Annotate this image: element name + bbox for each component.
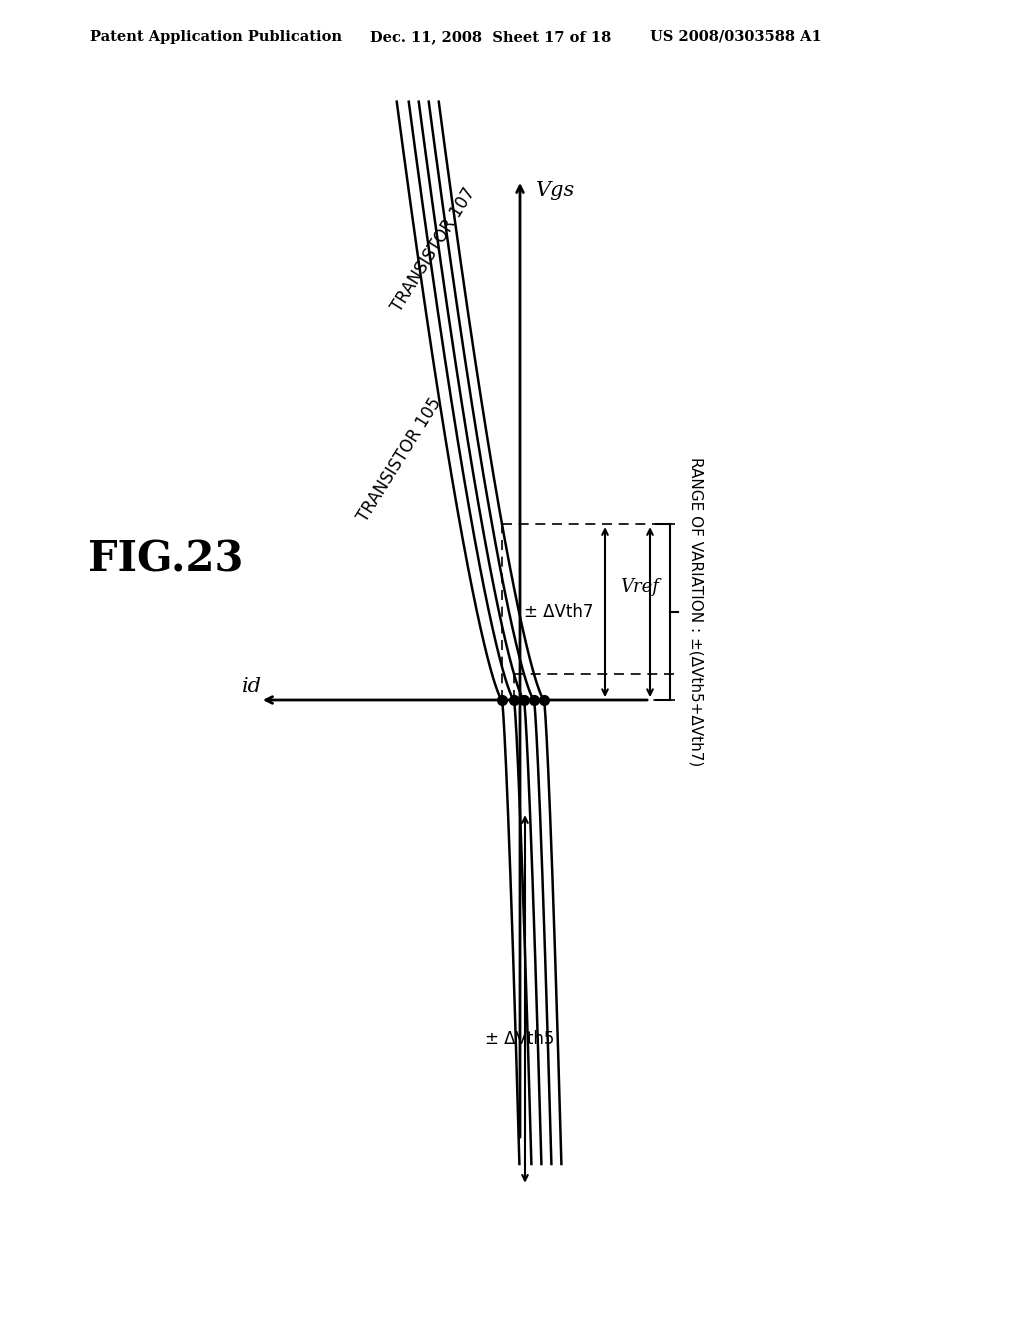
Text: RANGE OF VARIATION : ±(ΔVth5+ΔVth7): RANGE OF VARIATION : ±(ΔVth5+ΔVth7) bbox=[688, 458, 703, 767]
Text: US 2008/0303588 A1: US 2008/0303588 A1 bbox=[650, 30, 821, 44]
Text: Vref: Vref bbox=[620, 578, 658, 597]
Text: ± ΔVth7: ± ΔVth7 bbox=[523, 603, 593, 622]
Text: Dec. 11, 2008  Sheet 17 of 18: Dec. 11, 2008 Sheet 17 of 18 bbox=[370, 30, 611, 44]
Text: Patent Application Publication: Patent Application Publication bbox=[90, 30, 342, 44]
Text: FIG.23: FIG.23 bbox=[88, 539, 244, 581]
Text: id: id bbox=[242, 676, 262, 696]
Text: Vgs: Vgs bbox=[536, 181, 575, 199]
Text: ± ΔVth5: ± ΔVth5 bbox=[485, 1030, 555, 1048]
Text: TRANSISTOR 105: TRANSISTOR 105 bbox=[354, 395, 445, 525]
Text: TRANSISTOR 107: TRANSISTOR 107 bbox=[388, 185, 479, 315]
